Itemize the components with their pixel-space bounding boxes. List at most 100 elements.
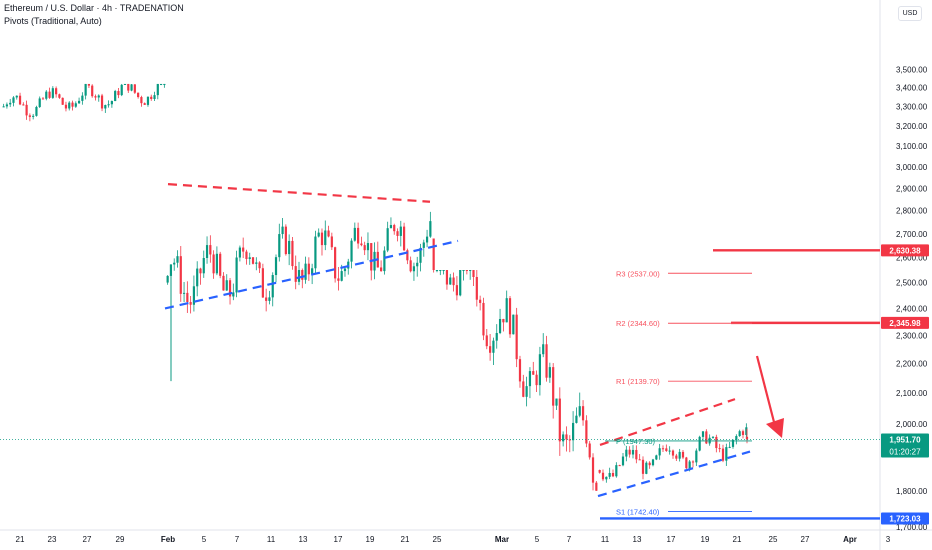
level-price-tag-text: 2,345.98 [889,319,921,328]
candle-body [288,240,291,255]
candle-body [548,367,551,378]
candle-body [235,257,238,293]
candle-body [715,436,718,449]
candle-body [274,257,278,276]
candle-body [97,95,100,98]
candle-body [718,448,721,450]
candle-body [91,85,94,97]
candle-body [258,262,261,269]
candle-body [38,98,41,107]
candle-body [618,465,621,467]
candle-body [475,276,478,300]
candle-body [615,465,618,477]
candle-body [2,106,5,108]
candle-body [225,280,228,291]
candle-body [357,227,360,244]
candle-body [518,359,522,382]
candle-body [538,354,541,386]
candle-body [12,97,15,103]
time-tick-label: 11 [267,535,276,544]
pivot-levels-group: R3 (2537.00) R2 (2344.60) R1 (2139.70) P (1… [605,269,752,516]
candle-body [61,97,64,105]
price-tick-label: 2,400.00 [896,304,928,313]
candle-body [492,340,495,353]
candle-body [58,94,61,98]
price-tick-label: 2,600.00 [896,254,928,263]
candle-body [386,228,389,251]
currency-label[interactable]: USD [898,6,922,21]
candle-body [301,270,304,280]
candle-body [429,221,432,237]
price-axis[interactable]: 3,500.00 3,400.00 3,300.00 3,200.00 3,100.00… [896,65,928,550]
candle-body [505,298,508,323]
indicator-legend[interactable]: Pivots (Traditional, Auto) [4,16,102,26]
candle-body [701,431,705,437]
candle-body [698,436,701,451]
candle-body [402,226,406,251]
price-tick-label: 2,800.00 [896,207,928,216]
time-tick-label: 27 [83,535,92,544]
candle-body [425,236,429,243]
candle-body [455,285,458,296]
candle-body [117,91,120,96]
time-tick-label: 19 [366,535,375,544]
candle-body [608,472,611,477]
price-tick-label: 2,700.00 [896,230,928,239]
candle-body [104,105,107,109]
price-tick-label: 2,200.00 [896,360,928,369]
channel-lower-trendline [597,450,751,498]
candle-body [248,257,251,260]
candle-body [515,314,518,360]
symbol-title[interactable]: Ethereum / U.S. Dollar · 4h · TRADENATIO… [4,3,184,13]
candle-body [327,230,330,237]
candle-body [156,83,159,96]
countdown-text: 01:20:27 [889,447,921,456]
candle-body [146,96,150,105]
candle-body [81,95,84,101]
current-price-tag-text: 1,951.70 [889,435,921,444]
candle-body [578,406,581,416]
candle-body [166,275,169,283]
candle-body [370,243,373,271]
candle-body [409,260,412,272]
candle-body [297,270,301,282]
candle-body [284,226,287,255]
time-axis[interactable]: 21 23 27 29 Feb 5 7 11 13 17 19 21 25 Mar 5 7 11 13 17 19 21… [16,535,891,544]
time-tick-label: 5 [202,535,207,544]
candle-body [114,91,117,102]
pivot-label: R2 (2344.60) [616,319,660,328]
price-tick-label: 2,000.00 [896,420,928,429]
triangle-upper-trendline [167,183,431,203]
candle-body [163,83,166,85]
last-candle-body [745,436,749,440]
price-tick-label: 3,500.00 [896,65,928,74]
candle-body [625,449,628,457]
candle-body [28,115,31,117]
candle-body [268,297,271,301]
candle-body [532,371,535,375]
candle-body [110,101,113,105]
time-tick-label: 13 [633,535,642,544]
candle-body [324,230,327,246]
time-tick-label: Mar [495,535,509,544]
candle-body [558,398,561,442]
price-tick-label: 3,200.00 [896,122,928,131]
time-tick-label: 5 [535,535,540,544]
candle-body [337,278,340,281]
time-tick-label: Apr [843,535,857,544]
drawings-group [0,183,880,520]
candle-body [598,469,601,473]
candle-body [535,374,538,386]
candle-body [522,381,525,397]
candle-body [435,270,439,272]
candle-body [728,446,731,448]
candle-body [255,262,258,264]
candle-body [48,91,51,98]
candle-body [738,431,741,437]
candle-body [179,256,182,294]
candle-body [462,270,465,272]
candle-body [45,91,48,99]
candle-body [18,95,22,105]
price-tick-label: 3,300.00 [896,103,928,112]
